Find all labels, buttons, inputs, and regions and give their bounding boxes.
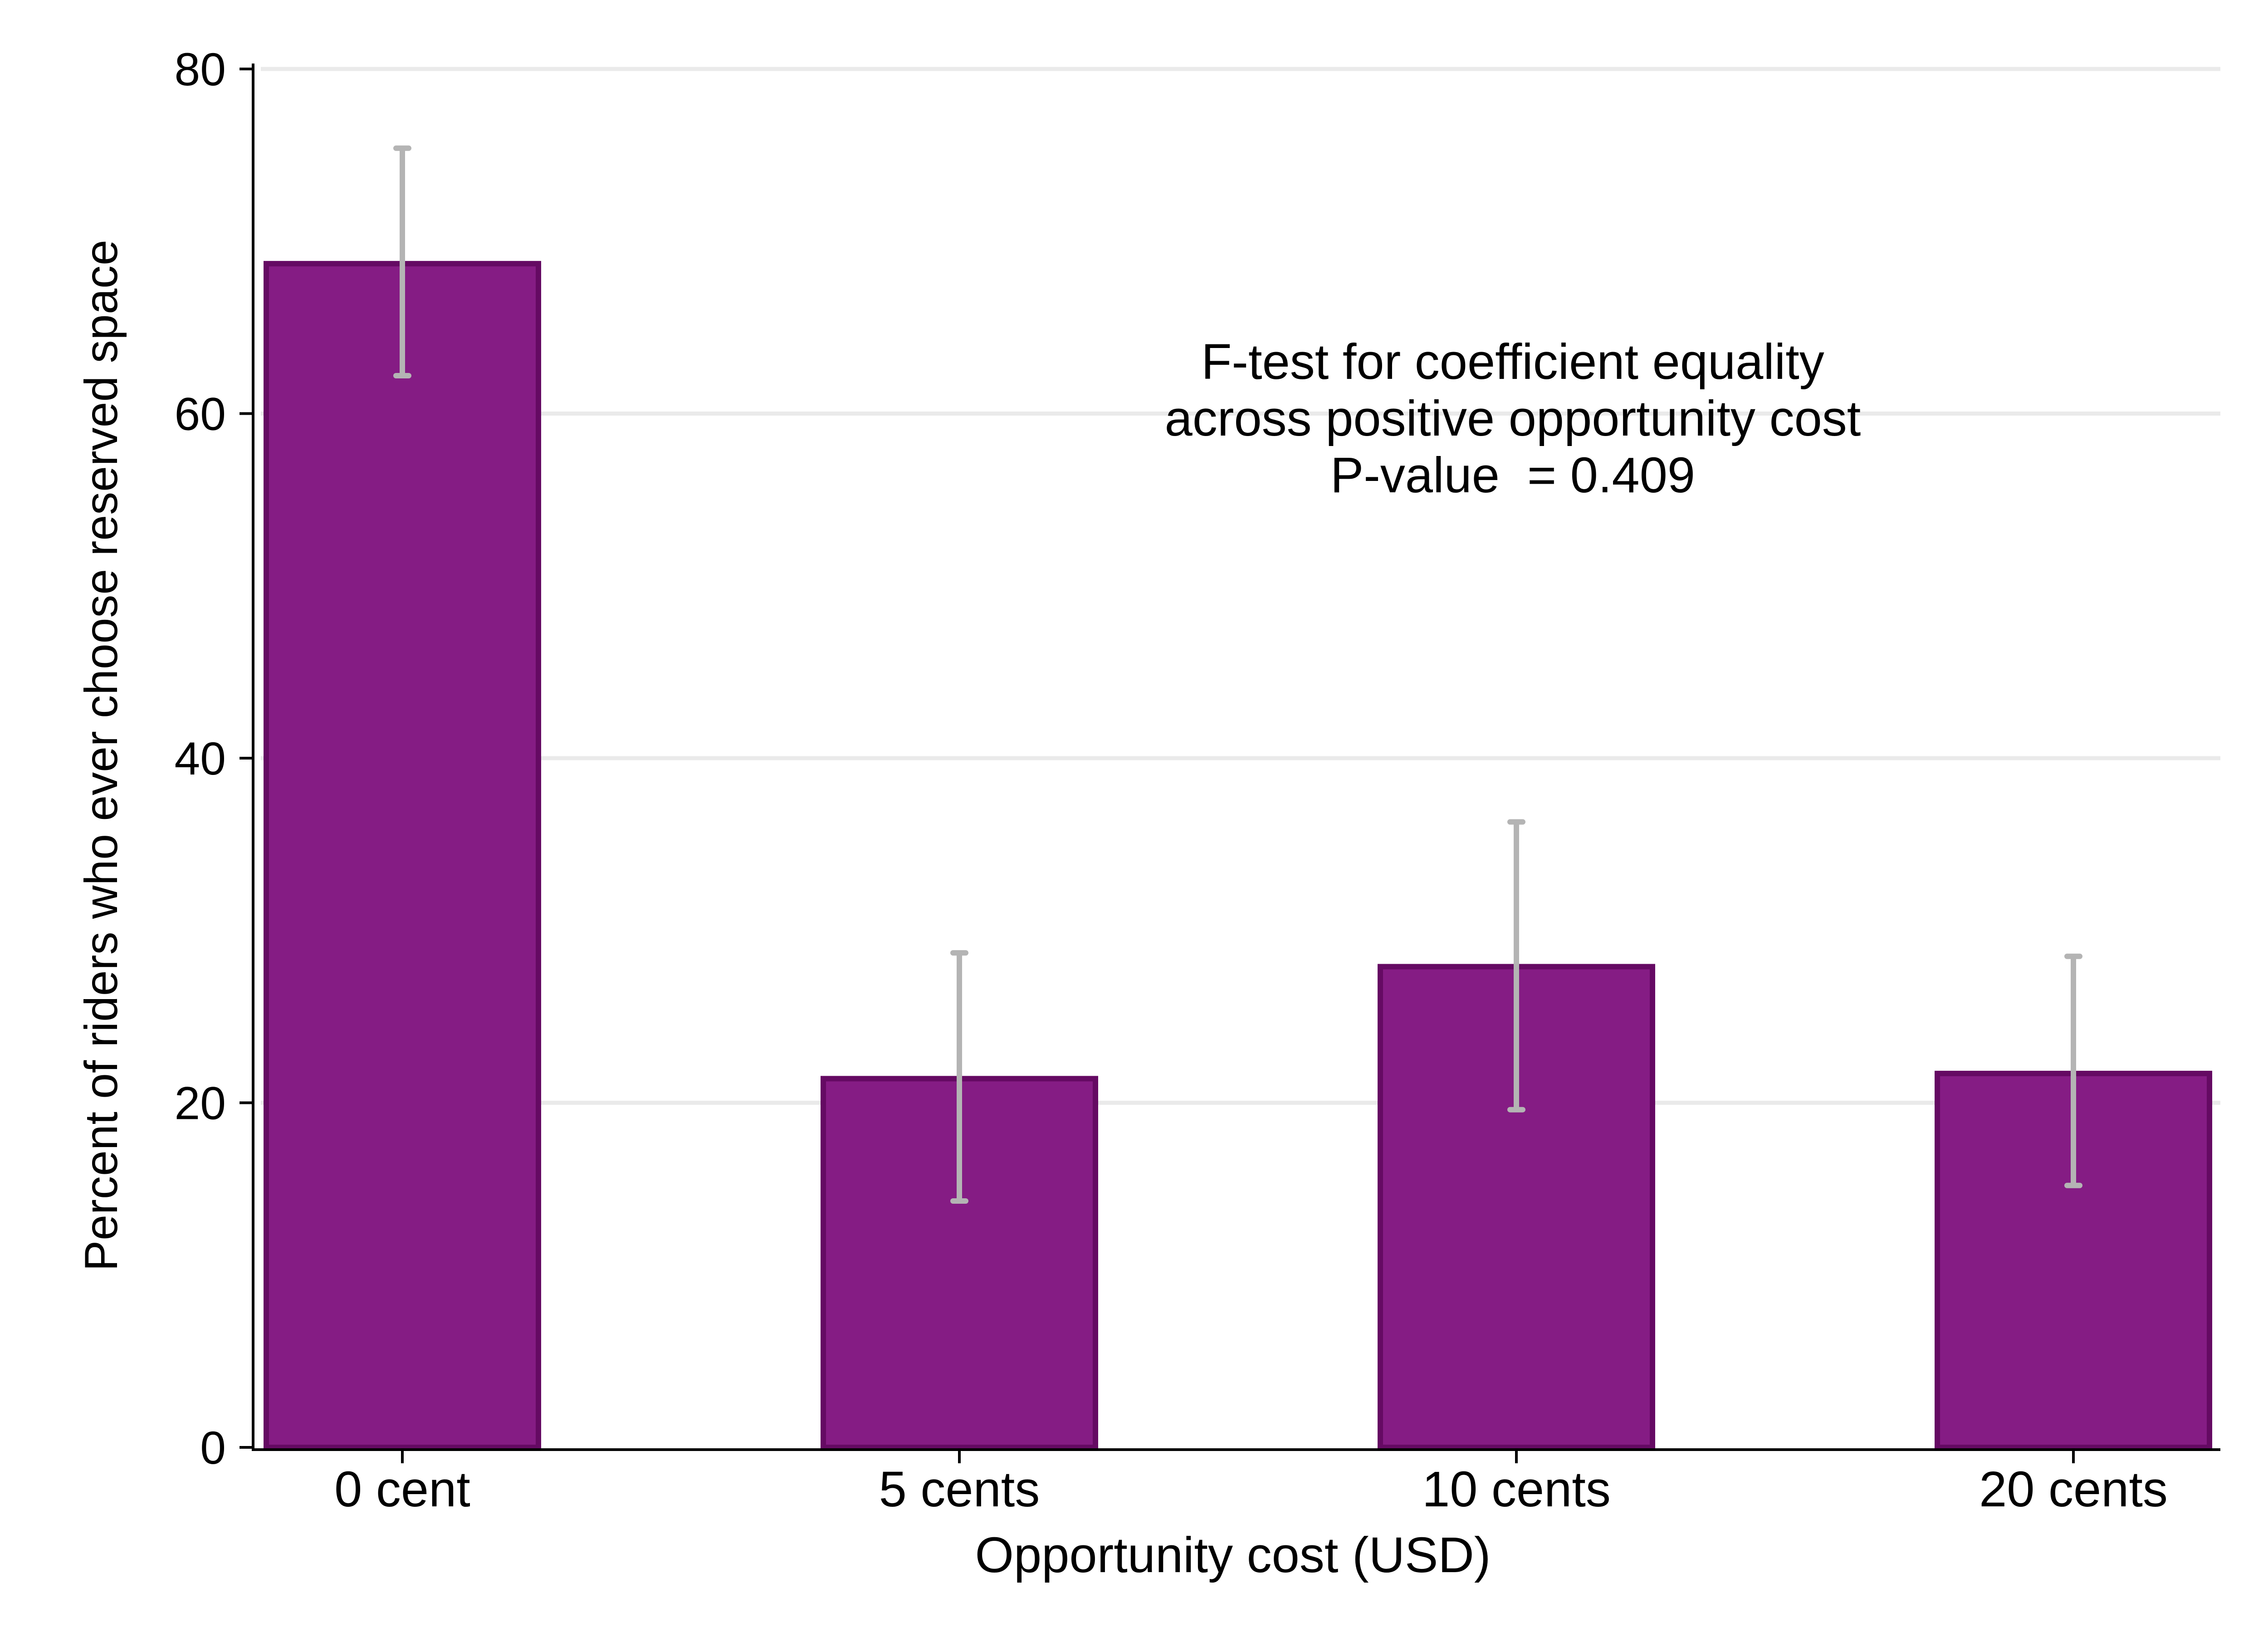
gridlines — [261, 67, 2220, 1105]
x-tick-label: 0 cent — [334, 1461, 470, 1517]
y-tick-label: 60 — [175, 388, 226, 440]
x-tick-label: 20 cents — [1979, 1461, 2168, 1517]
y-tick-label: 40 — [175, 733, 226, 784]
y-axis-label: Percent of riders who ever choose reserv… — [75, 240, 127, 1271]
x-ticks: 0 cent 5 cents 10 cents 20 cents — [334, 1450, 2168, 1517]
x-tick-label: 10 cents — [1422, 1461, 1611, 1517]
error-bars — [393, 145, 2082, 1204]
x-tick-label: 5 cents — [879, 1461, 1040, 1517]
y-tick-label: 80 — [175, 44, 226, 95]
annotation-line-3: P-value = 0.409 — [1330, 447, 1695, 503]
x-axis-label: Opportunity cost (USD) — [975, 1527, 1491, 1583]
annotation-line-2: across positive opportunity cost — [1165, 391, 1861, 446]
y-tick-label: 20 — [175, 1078, 226, 1129]
y-ticks: 0 20 40 60 80 — [175, 44, 253, 1474]
y-tick-label: 0 — [200, 1422, 226, 1474]
bar — [264, 261, 541, 1451]
axes — [252, 64, 2220, 1451]
annotation-line-1: F-test for coefficient equality — [1201, 334, 1824, 390]
